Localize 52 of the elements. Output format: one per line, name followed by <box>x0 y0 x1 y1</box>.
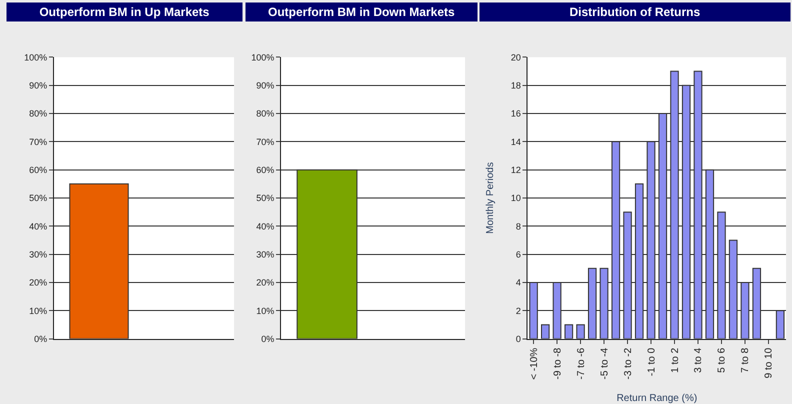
y-tick-label: 60% <box>29 164 48 175</box>
y-tick-label: 20% <box>256 278 274 288</box>
y-tick-label: 70% <box>256 136 274 147</box>
y-tick-label: 14 <box>510 136 521 147</box>
bar <box>576 324 585 339</box>
x-tick-label: 5 to 6 <box>716 347 728 373</box>
x-tick-label: 9 to 10 <box>764 347 775 378</box>
y-tick-label: 6 <box>516 249 521 260</box>
chart-title: Distribution of Returns <box>570 5 700 19</box>
y-tick-label: 90% <box>29 80 48 91</box>
y-tick-label: 50% <box>256 193 274 204</box>
y-tick-label: 40% <box>256 221 274 232</box>
y-tick-label: 20% <box>29 278 48 288</box>
y-tick-label: 0 <box>516 334 521 344</box>
chart-title: Outperform BM in Down Markets <box>268 5 456 19</box>
y-tick-label: 20 <box>510 52 521 62</box>
y-tick-label: 30% <box>256 249 274 260</box>
y-tick-label: 70% <box>29 136 48 147</box>
y-tick-label: 90% <box>256 80 274 91</box>
y-tick-label: 50% <box>29 193 48 204</box>
y-tick-label: 16 <box>510 108 521 119</box>
y-tick-label: 0% <box>261 334 274 344</box>
x-tick-label: -3 to -2 <box>622 347 634 380</box>
x-tick-label: -5 to -4 <box>599 347 610 380</box>
bar <box>564 324 574 339</box>
y-axis-title: Monthly Periods <box>484 162 496 234</box>
x-tick-label: 3 to 4 <box>693 347 704 373</box>
y-tick-label: 10 <box>510 193 521 204</box>
chart-title: Outperform BM in Up Markets <box>39 5 210 19</box>
x-tick-label: -7 to -6 <box>576 347 587 380</box>
y-tick-label: 0% <box>34 334 48 344</box>
y-tick-label: 100% <box>251 52 274 62</box>
y-tick-label: 100% <box>24 52 48 62</box>
y-tick-label: 12 <box>510 164 521 175</box>
y-tick-label: 60% <box>256 164 274 175</box>
y-tick-label: 2 <box>516 306 521 316</box>
x-tick-label: < -10% <box>528 348 540 380</box>
x-tick-label: 1 to 2 <box>670 347 681 373</box>
y-tick-label: 18 <box>510 80 521 91</box>
y-tick-label: 30% <box>29 249 48 260</box>
bar <box>540 324 550 339</box>
x-axis-title: Return Range (%) <box>616 393 698 404</box>
y-tick-label: 80% <box>256 108 274 119</box>
x-tick-label: -1 to 0 <box>646 347 658 376</box>
y-tick-label: 10% <box>256 306 274 316</box>
x-tick-label: -9 to -8 <box>552 347 564 380</box>
y-tick-label: 80% <box>29 108 48 119</box>
y-tick-label: 10% <box>29 306 48 316</box>
y-tick-label: 40% <box>29 221 48 232</box>
y-tick-label: 8 <box>516 221 521 232</box>
x-tick-label: 7 to 8 <box>740 347 752 373</box>
y-tick-label: 4 <box>516 278 521 288</box>
